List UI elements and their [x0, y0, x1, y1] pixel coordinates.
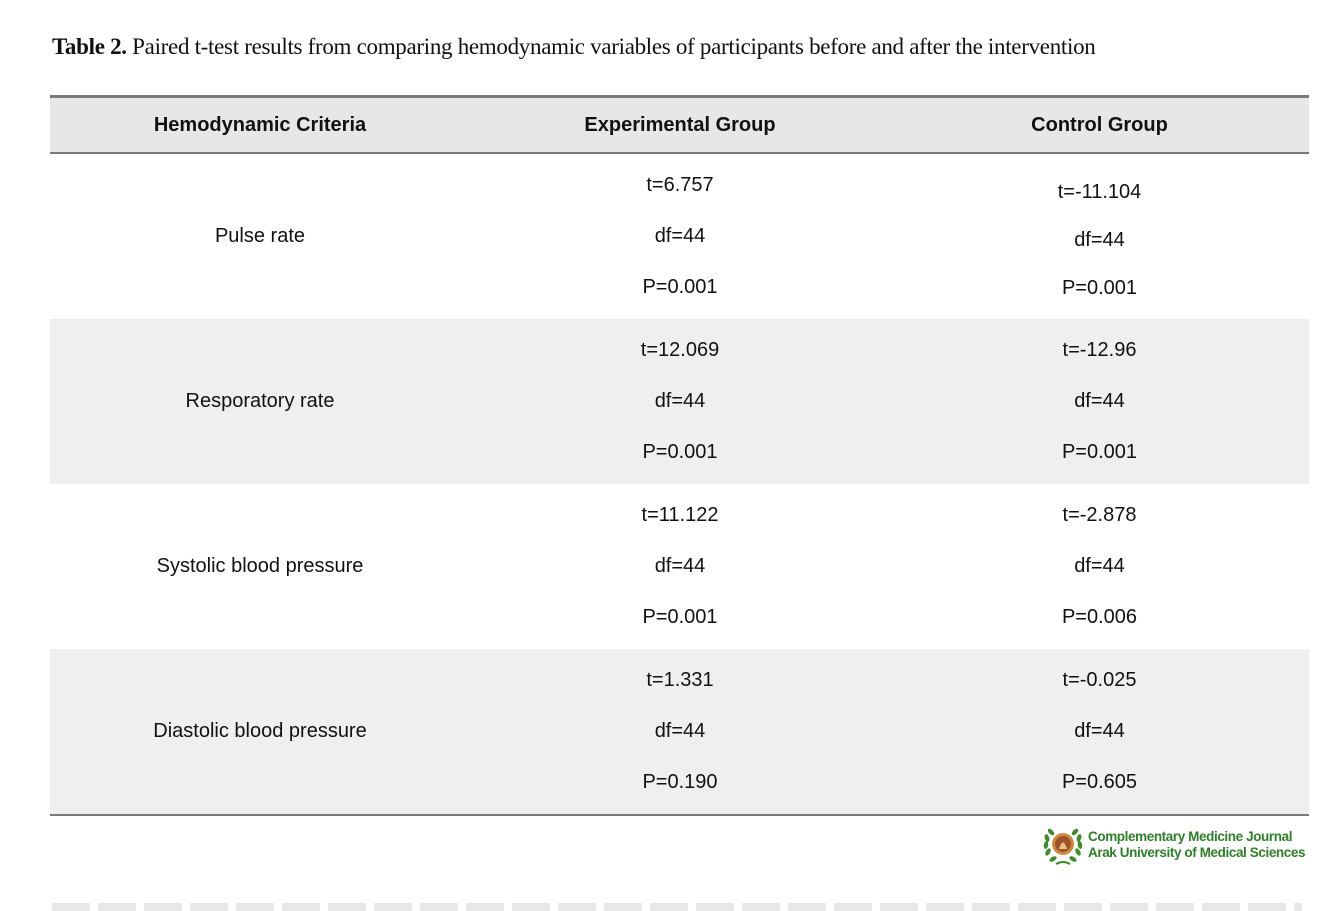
- t-value: t=-12.96: [1062, 339, 1137, 361]
- df-value: df=44: [1074, 390, 1125, 412]
- criteria-cell: Pulse rate: [50, 154, 470, 319]
- caption-label: Table 2.: [52, 34, 127, 59]
- results-table: Hemodynamic Criteria Experimental Group …: [50, 95, 1309, 816]
- p-value: P=0.001: [1061, 277, 1138, 300]
- df-value: df=44: [1074, 228, 1125, 251]
- criteria-cell: Systolic blood pressure: [50, 484, 470, 649]
- table-header-row: Hemodynamic Criteria Experimental Group …: [50, 98, 1309, 152]
- table-caption: Table 2. Paired t-test results from comp…: [52, 34, 1096, 60]
- p-value: P=0.001: [1061, 441, 1138, 463]
- df-value: df=44: [654, 555, 706, 577]
- p-value: P=0.001: [642, 606, 718, 628]
- experimental-cell: t=12.069 df=44 P=0.001: [470, 319, 890, 484]
- df-value: df=44: [654, 390, 706, 412]
- table-row: Diastolic blood pressure t=1.331 df=44 P…: [50, 649, 1309, 814]
- t-value: t=-0.025: [1062, 669, 1137, 691]
- experimental-cell: t=1.331 df=44 P=0.190: [470, 649, 890, 814]
- table-top-rule: [50, 95, 1309, 98]
- p-value: P=0.001: [642, 441, 718, 463]
- df-value: df=44: [1074, 555, 1125, 577]
- p-value: P=0.605: [1061, 771, 1138, 793]
- t-value: t=-11.104: [1057, 180, 1142, 203]
- p-value: P=0.006: [1061, 606, 1138, 628]
- table-header-rule: [50, 152, 1309, 154]
- table-bottom-rule: [50, 814, 1309, 816]
- criteria-label: Diastolic blood pressure: [153, 720, 367, 742]
- criteria-cell: Diastolic blood pressure: [50, 649, 470, 814]
- p-value: P=0.001: [642, 276, 718, 298]
- t-value: t=11.122: [641, 504, 719, 526]
- t-value: t=1.331: [646, 669, 714, 691]
- logo-line-journal: Complementary Medicine Journal: [1088, 829, 1293, 844]
- df-value: df=44: [654, 225, 706, 247]
- t-value: t=-2.878: [1062, 504, 1137, 526]
- table-row: Systolic blood pressure t=11.122 df=44 P…: [50, 484, 1309, 649]
- control-cell: t=-0.025 df=44 P=0.605: [890, 649, 1309, 814]
- criteria-label: Systolic blood pressure: [156, 555, 364, 577]
- df-value: df=44: [1074, 720, 1125, 742]
- experimental-cell: t=11.122 df=44 P=0.001: [470, 484, 890, 649]
- experimental-cell: t=6.757 df=44 P=0.001: [470, 154, 890, 319]
- control-cell: t=-11.104 df=44 P=0.001: [890, 154, 1309, 319]
- caption-text: Paired t-test results from comparing hem…: [126, 34, 1096, 59]
- p-value: P=0.190: [642, 771, 718, 793]
- criteria-label: Resporatory rate: [185, 390, 335, 412]
- header-control: Control Group: [1031, 113, 1168, 136]
- t-value: t=6.757: [646, 174, 714, 196]
- logo-line-university: Arak University of Medical Sciences: [1088, 845, 1306, 860]
- laurel-emblem-icon: [1040, 822, 1086, 868]
- criteria-label: Pulse rate: [214, 225, 306, 247]
- header-criteria: Hemodynamic Criteria: [153, 113, 367, 136]
- header-experimental: Experimental Group: [584, 113, 776, 136]
- journal-logo: Complementary Medicine Journal Arak Univ…: [1040, 822, 1306, 868]
- logo-text: Complementary Medicine Journal Arak Univ…: [1088, 829, 1306, 861]
- control-cell: t=-12.96 df=44 P=0.001: [890, 319, 1309, 484]
- df-value: df=44: [654, 720, 706, 742]
- table-row: Resporatory rate t=12.069 df=44 P=0.001 …: [50, 319, 1309, 484]
- table-row: Pulse rate t=6.757 df=44 P=0.001 t=-11.1…: [50, 154, 1309, 319]
- t-value: t=12.069: [640, 339, 720, 361]
- cut-off-footer-text: [52, 903, 1302, 911]
- criteria-cell: Resporatory rate: [50, 319, 470, 484]
- control-cell: t=-2.878 df=44 P=0.006: [890, 484, 1309, 649]
